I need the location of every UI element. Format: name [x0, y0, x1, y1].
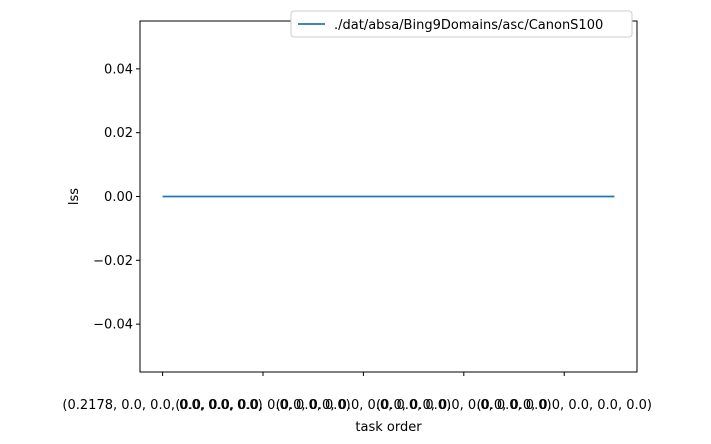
y-tick-label: 0.02 — [104, 126, 133, 141]
y-axis-ticks: −0.04 −0.02 0.00 0.02 0.04 — [93, 62, 140, 333]
y-tick-label: −0.04 — [93, 318, 133, 333]
legend: ./dat/absa/Bing9Domains/asc/CanonS100 — [290, 10, 633, 38]
y-tick-label: −0.02 — [93, 254, 133, 269]
x-tick-label: (0.0, 0.0, 0.0, 0.0, 0.0, 0.0) — [476, 398, 652, 413]
x-axis-ticks: (0.2178, 0.0, 0.0, 0.0, 0.0, 0.0)(0.0, 0… — [62, 372, 652, 413]
x-tick-label: (0.0, 0.0, 0.0, 0.0, 0.0, 0.0) — [175, 398, 351, 413]
legend-box — [290, 10, 633, 38]
x-tick-label: (0.2178, 0.0, 0.0, 0.0, 0.0, 0.0) — [62, 398, 262, 413]
y-tick-label: 0.00 — [104, 190, 133, 205]
legend-label: ./dat/absa/Bing9Domains/asc/CanonS100 — [334, 18, 603, 33]
x-tick-label: (0.0, 0.0, 0.0, 0.0, 0.0, 0.0) — [276, 398, 452, 413]
y-axis-label: lss — [67, 188, 82, 205]
x-axis-label: task order — [355, 420, 422, 435]
x-tick-label: (0.0, 0.0, 0.0, 0.0, 0.0, 0.0) — [376, 398, 552, 413]
y-tick-label: 0.04 — [104, 62, 133, 77]
